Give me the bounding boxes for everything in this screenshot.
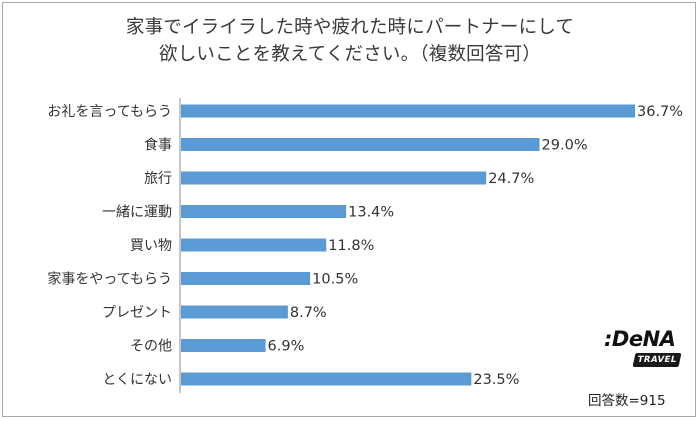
dena-travel-logo: :DeNA TRAVEL xyxy=(604,327,688,373)
category-label: 食事 xyxy=(144,137,172,154)
bar xyxy=(181,305,288,319)
value-label: 23.5% xyxy=(473,372,519,388)
value-label: 6.9% xyxy=(268,339,305,355)
value-label: 13.4% xyxy=(348,205,394,221)
bar xyxy=(181,372,472,386)
category-label: 買い物 xyxy=(130,238,172,254)
category-label: とくにない xyxy=(102,372,172,388)
logo-badge: TRAVEL xyxy=(632,353,682,367)
value-label: 36.7% xyxy=(637,104,683,120)
value-label: 11.8% xyxy=(328,238,374,254)
value-label: 8.7% xyxy=(290,305,327,321)
logo-wordmark: :DeNA xyxy=(604,327,676,351)
bar xyxy=(181,104,635,118)
chart-title-line-1: 家事でイライラした時や疲れた時にパートナーにして xyxy=(125,17,575,38)
chart-frame xyxy=(2,2,696,417)
bar xyxy=(181,339,266,352)
bar xyxy=(181,138,540,151)
bar xyxy=(181,205,347,218)
category-label: 一緒に運動 xyxy=(102,205,172,221)
category-label: 旅行 xyxy=(144,171,172,187)
category-label: プレゼント xyxy=(102,305,172,321)
respondent-count: 回答数=915 xyxy=(588,393,666,409)
value-label: 10.5% xyxy=(312,272,358,288)
category-label: お礼を言ってもらう xyxy=(47,104,172,120)
value-label: 24.7% xyxy=(488,171,534,187)
value-label: 29.0% xyxy=(542,138,588,154)
bar xyxy=(181,238,327,252)
category-label: その他 xyxy=(130,339,172,355)
bar xyxy=(181,171,487,185)
bar-series: お礼を言ってもらう 36.7% 食事 29.0% 旅行 24.7% 一緒に運動 13.4% 買い… xyxy=(47,104,683,388)
chart-title: 家事でイライラした時や疲れた時にパートナーにして 欲しいことを教えてください。（… xyxy=(0,14,700,68)
category-label: 家事をやってもらう xyxy=(47,271,172,288)
chart-title-line-2: 欲しいことを教えてください。（複数回答可） xyxy=(159,44,541,65)
bar xyxy=(181,272,311,285)
